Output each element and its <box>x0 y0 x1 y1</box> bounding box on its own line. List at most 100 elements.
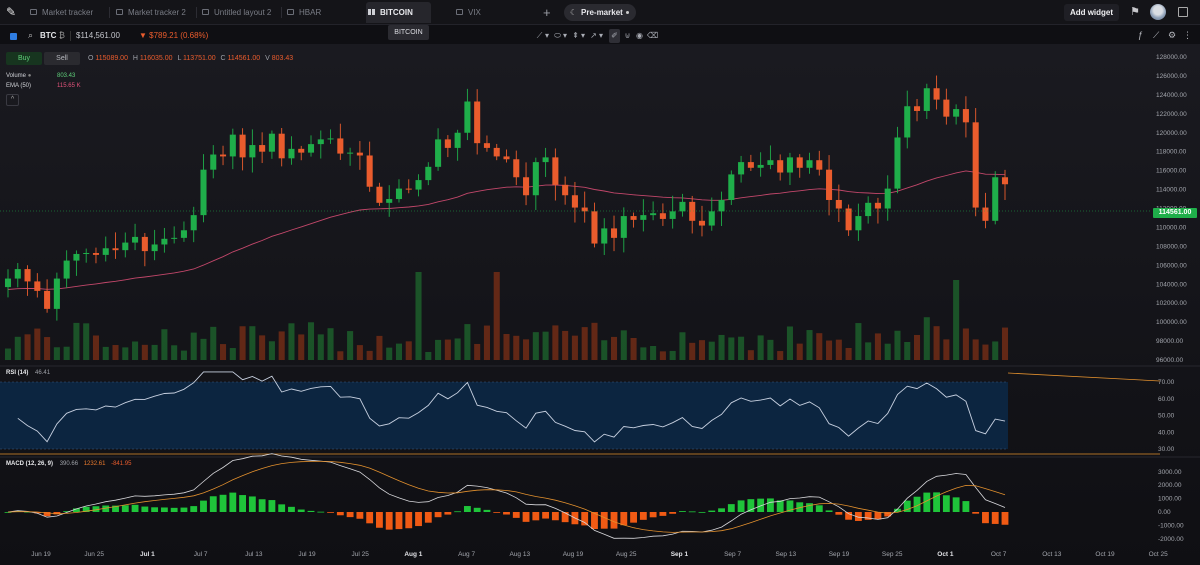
candle-body <box>435 139 442 167</box>
trash-icon[interactable]: ⌫ <box>647 31 659 40</box>
macd-hist-bar <box>336 512 344 516</box>
tab-bitcoin[interactable]: BITCOIN <box>366 2 431 23</box>
tab-hbar[interactable]: HBAR <box>285 2 321 23</box>
candle-body <box>376 186 383 203</box>
add-tab-icon[interactable]: + <box>543 5 551 20</box>
volume-bar <box>63 346 70 360</box>
time-tick-label: Aug 7 <box>458 551 475 558</box>
chevron-down-icon[interactable]: ▾ <box>580 31 585 40</box>
candle-body <box>786 157 793 173</box>
eye-icon[interactable]: ◉ <box>636 31 643 40</box>
price-tick-label: 100000.00 <box>1156 319 1187 326</box>
chevron-down-icon[interactable]: ▾ <box>562 31 567 40</box>
volume-bar <box>689 342 696 360</box>
candle-body <box>835 199 842 209</box>
candle-body <box>738 162 745 175</box>
candle-body <box>620 216 627 238</box>
macd-legend[interactable]: MACD (12, 26, 9) 390.66 1232.61 -841.95 <box>6 460 131 468</box>
volume-bar <box>53 347 60 360</box>
candle-body <box>689 201 696 221</box>
candle-body <box>855 216 862 231</box>
price-tick-label: 128000.00 <box>1156 54 1187 61</box>
candle-body <box>444 139 451 148</box>
candle-body <box>83 253 90 255</box>
volume-bar <box>4 348 12 360</box>
tab-market-tracker[interactable]: Market tracker <box>28 2 93 23</box>
magnet-icon[interactable]: ⊍ <box>624 31 631 40</box>
macd-hist-bar <box>209 496 217 512</box>
volume-bar <box>366 350 373 360</box>
avatar[interactable] <box>1150 4 1166 20</box>
symbol-ticker[interactable]: BTC <box>40 31 57 40</box>
volume-bar <box>298 334 305 360</box>
tab-untitled-layout-2[interactable]: Untitled layout 2 <box>200 2 271 23</box>
volume-legend[interactable]: Volume ● 803.43 <box>6 72 75 80</box>
fullscreen-icon[interactable] <box>1178 7 1188 17</box>
tab-tooltip: BITCOIN <box>388 25 429 40</box>
volume-bar <box>180 350 187 360</box>
chevron-down-icon[interactable]: ▾ <box>544 31 549 40</box>
volume-bar <box>425 351 432 360</box>
rsi-legend[interactable]: RSI (14) 46.41 <box>6 369 50 377</box>
chevron-down-icon[interactable]: ▾ <box>598 31 603 40</box>
volume-bar <box>229 348 236 360</box>
macd-hist-bar <box>131 504 139 512</box>
settings-icon[interactable]: ⚙ <box>1168 30 1177 40</box>
session-pill[interactable]: ☾ Pre-market <box>564 4 636 21</box>
fib-tool-icon[interactable]: ⇞ <box>572 31 579 40</box>
macd-hist-bar <box>229 492 237 512</box>
buy-button[interactable]: Buy <box>6 52 42 65</box>
brush-tool-icon[interactable]: ✐ <box>609 29 620 43</box>
ema-legend-value: 115.65 K <box>57 83 81 89</box>
ema-legend[interactable]: EMA (50) 115.65 K <box>6 82 81 90</box>
macd-hist-bar <box>356 512 364 519</box>
volume-bar <box>874 333 881 360</box>
volume-bar <box>307 322 315 360</box>
time-tick-label: Jun 19 <box>31 551 51 558</box>
candle-body <box>865 202 872 217</box>
collapse-legend-button[interactable]: ^ <box>6 94 19 106</box>
time-axis: Jun 19 Jun 25 Jul 1 Jul 7 Jul 13 Jul 19 Jul 25… <box>31 551 1168 558</box>
candle-body <box>943 99 950 117</box>
time-tick-label: Sep 19 <box>829 551 850 558</box>
candle-body <box>571 195 578 208</box>
price-chart[interactable]: 128000.00 126000.00 124000.00 122000.00 1200… <box>0 44 1200 565</box>
rsi-tick-label: 30.00 <box>1158 446 1175 453</box>
tab-market-tracker-2[interactable]: Market tracker 2 <box>114 2 186 23</box>
indicators-icon[interactable]: ƒ <box>1138 30 1144 40</box>
macd-hist-bar <box>982 512 989 524</box>
search-icon[interactable]: ⌕ <box>28 30 34 40</box>
macd-hist-bar <box>933 492 940 512</box>
volume-bar <box>249 326 256 360</box>
candle-body <box>53 278 60 309</box>
notifications-icon[interactable]: ⚑ <box>1130 6 1140 18</box>
volume-bar <box>376 335 383 360</box>
color-tag-icon[interactable] <box>10 33 17 40</box>
more-icon[interactable]: ⋮ <box>1183 30 1192 40</box>
macd-hist-bar <box>102 505 110 512</box>
price-tick-label: 114000.00 <box>1156 187 1187 194</box>
macd-hist-bar <box>33 512 41 514</box>
volume-bar <box>395 343 403 360</box>
ema-legend-label: EMA (50) <box>6 83 32 89</box>
chart-type-icon[interactable]: ⟋ <box>1153 30 1160 40</box>
time-tick-label: Oct 7 <box>991 551 1007 558</box>
volume-bar <box>542 331 549 360</box>
ellipse-tool-icon[interactable]: ⬭ <box>554 31 561 40</box>
app-logo-icon[interactable]: ✎ <box>6 5 17 19</box>
candle-body <box>474 101 481 144</box>
macd-signal-value: 1232.61 <box>83 461 106 467</box>
arrow-tool-icon[interactable]: ↗ <box>590 31 597 40</box>
sell-button[interactable]: Sell <box>44 52 80 65</box>
candle-body <box>415 180 422 190</box>
rsi-tick-label: 70.00 <box>1158 379 1175 386</box>
candle-body <box>757 164 764 168</box>
tab-vix[interactable]: VIX <box>454 2 481 23</box>
tab-label: Market tracker <box>42 8 94 17</box>
volume-bar <box>405 341 412 360</box>
macd-hist-bar <box>463 506 471 512</box>
macd-hist-bar <box>874 512 882 520</box>
volume-bar <box>190 332 197 360</box>
trendline-tool-icon[interactable]: ⟋ <box>536 31 543 40</box>
add-widget-button[interactable]: Add widget <box>1064 4 1119 21</box>
